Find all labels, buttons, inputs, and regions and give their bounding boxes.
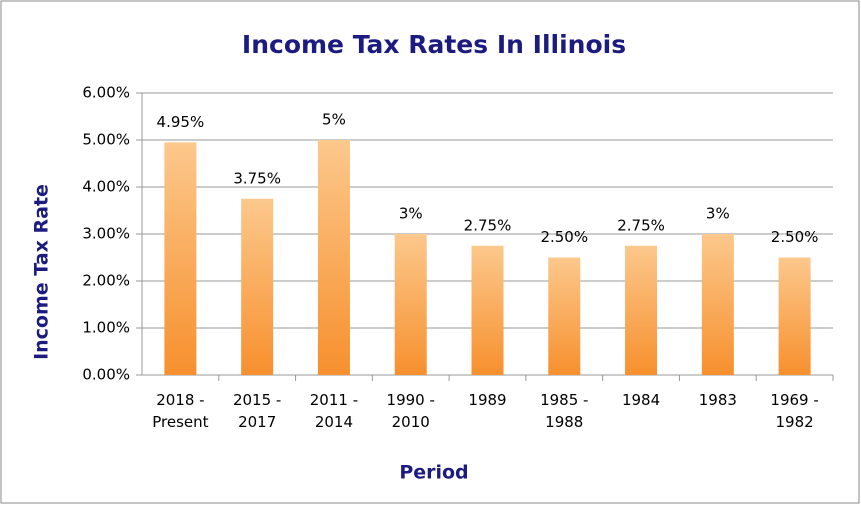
value-label: 3.75% <box>233 169 281 187</box>
bar <box>625 245 658 375</box>
value-label: 3% <box>706 205 730 223</box>
value-label: 5% <box>322 111 346 129</box>
x-tick-label: 2018 - Present <box>152 391 209 431</box>
value-label: 2.75% <box>464 216 512 234</box>
value-label: 2.50% <box>540 228 588 246</box>
x-axis-title: Period <box>399 462 468 484</box>
x-tick-label: 1989 <box>468 391 507 409</box>
bar <box>701 234 734 375</box>
x-tick-label: 1985 - 1988 <box>540 391 589 431</box>
y-tick-label: 6.00% <box>82 84 130 102</box>
bar <box>241 198 274 375</box>
y-axis-title: Income Tax Rate <box>31 184 53 360</box>
value-label: 3% <box>399 205 423 223</box>
x-tick-label: 2015 - 2017 <box>232 391 282 431</box>
y-tick-label: 1.00% <box>82 319 130 337</box>
x-tick-label: 1984 <box>621 391 661 409</box>
x-tick-label: 1969 - 1982 <box>770 391 819 431</box>
bar <box>471 245 504 375</box>
value-label: 4.95% <box>157 113 205 131</box>
x-tick-label: 2011 - 2014 <box>309 391 359 431</box>
bar <box>548 257 581 375</box>
x-tick-label: 1983 <box>698 391 737 409</box>
y-tick-label: 0.00% <box>82 366 130 384</box>
y-tick-label: 2.00% <box>82 272 130 290</box>
value-label: 2.75% <box>617 216 665 234</box>
bar <box>317 140 350 375</box>
chart-title: Income Tax Rates In Illinois <box>242 30 626 59</box>
y-tick-label: 4.00% <box>82 178 130 196</box>
x-tick-label: 1990 - 2010 <box>386 391 435 431</box>
bar <box>164 142 197 375</box>
bar <box>778 257 811 375</box>
value-label: 2.50% <box>771 228 819 246</box>
y-tick-label: 3.00% <box>82 225 130 243</box>
y-tick-label: 5.00% <box>82 131 130 149</box>
bar <box>394 234 427 375</box>
